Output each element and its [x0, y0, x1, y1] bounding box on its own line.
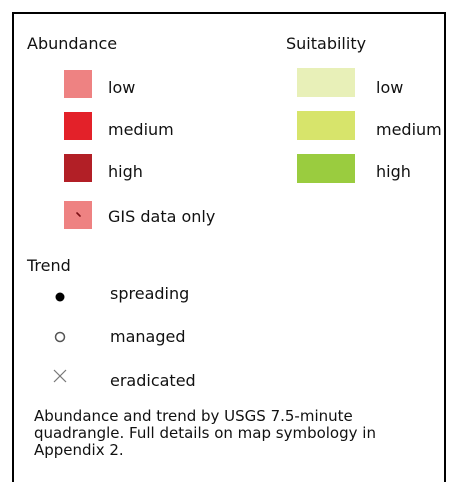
legend-note-line-1: Abundance and trend by USGS 7.5-minute	[34, 407, 353, 425]
suitability-medium-label: medium	[376, 120, 442, 139]
trend-heading: Trend	[27, 256, 71, 275]
abundance-medium-swatch	[64, 112, 92, 140]
abundance-low-swatch	[64, 70, 92, 98]
filled-circle-icon	[52, 289, 68, 305]
legend-note: Abundance and trend by USGS 7.5-minute q…	[34, 408, 439, 459]
abundance-high-label: high	[108, 162, 143, 181]
x-mark-icon	[52, 368, 68, 384]
suitability-heading: Suitability	[286, 34, 367, 53]
abundance-gis-label: GIS data only	[108, 207, 216, 226]
suitability-high-label: high	[376, 162, 411, 181]
legend-note-line-2: quadrangle. Full details on map symbolog…	[34, 424, 376, 442]
hollow-circle-icon	[52, 329, 68, 345]
abundance-gis-swatch	[64, 201, 92, 229]
gis-tick-icon	[76, 212, 81, 217]
abundance-heading: Abundance	[27, 34, 118, 53]
trend-spreading-label: spreading	[110, 284, 190, 303]
suitability-high-swatch	[297, 154, 355, 183]
trend-managed-label: managed	[110, 327, 186, 346]
suitability-low-label: low	[376, 78, 404, 97]
abundance-high-swatch	[64, 154, 92, 182]
abundance-medium-label: medium	[108, 120, 174, 139]
map-legend: Abundance low medium high GIS data only …	[12, 12, 446, 482]
legend-note-line-3: Appendix 2.	[34, 441, 124, 459]
abundance-low-label: low	[108, 78, 136, 97]
suitability-medium-swatch	[297, 111, 355, 140]
suitability-low-swatch	[297, 68, 355, 97]
trend-eradicated-label: eradicated	[110, 371, 196, 390]
